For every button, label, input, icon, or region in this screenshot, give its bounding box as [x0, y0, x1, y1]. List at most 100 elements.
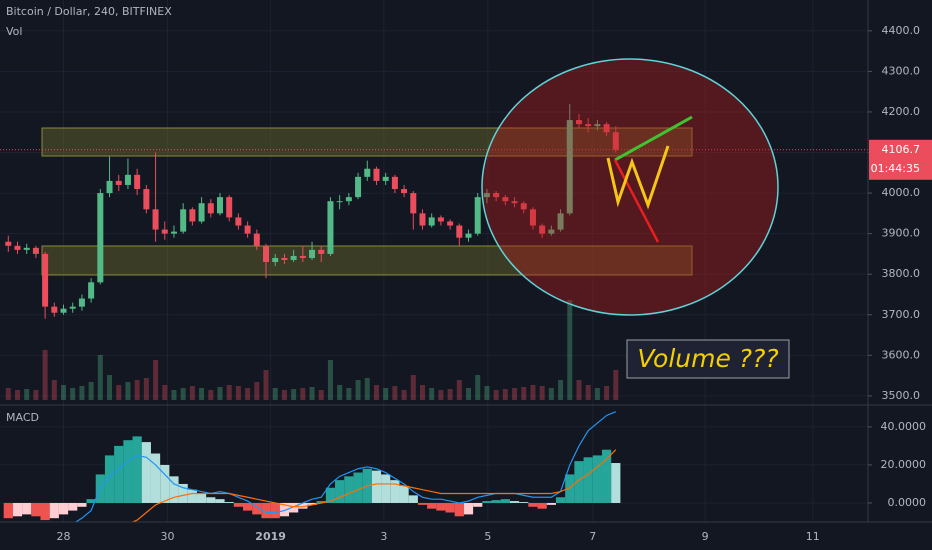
histogram-bar — [583, 457, 593, 503]
histogram-bar — [150, 453, 161, 503]
volume-bar — [180, 388, 186, 400]
volume-bar — [576, 380, 582, 400]
histogram-bar — [500, 499, 510, 503]
histogram-bar — [390, 480, 400, 503]
histogram-bar — [3, 502, 13, 519]
histogram-bar — [49, 502, 59, 519]
volume-bar — [447, 389, 453, 400]
volume-bar — [530, 385, 536, 400]
volume-bar — [171, 390, 177, 400]
y-tick-label: 3700.0 — [882, 308, 921, 321]
candle-body — [299, 255, 306, 258]
candle-body — [437, 217, 444, 222]
histogram-bar — [445, 502, 455, 513]
volume-bar — [33, 390, 39, 400]
histogram-bar — [132, 436, 142, 503]
volume-bar — [410, 375, 416, 400]
volume-bar — [318, 390, 324, 400]
candle-body — [78, 298, 85, 307]
volume-bar — [456, 380, 462, 400]
volume-bar — [162, 385, 168, 400]
resistance-zone — [41, 127, 693, 157]
x-tick-label: 3 — [380, 530, 387, 543]
candle-body — [327, 201, 334, 254]
volume-bar — [594, 388, 600, 400]
x-tick-label: 11 — [806, 530, 820, 543]
price-pane — [0, 103, 868, 400]
volume-bar — [484, 386, 490, 400]
y-tick-label: 3800.0 — [882, 267, 921, 280]
histogram-bar — [565, 474, 575, 503]
histogram-bar — [473, 502, 483, 507]
candle-body — [391, 176, 398, 190]
candle-body — [410, 193, 417, 214]
volume-bar — [438, 390, 444, 400]
candle-body — [32, 247, 39, 254]
volume-bar — [42, 350, 48, 400]
volume-bar — [24, 389, 30, 400]
y-tick-label: 3500.0 — [882, 389, 921, 402]
y-tick-label: 3600.0 — [882, 348, 921, 361]
volume-bar — [383, 388, 389, 400]
candle-body — [428, 217, 435, 226]
candle-body — [170, 231, 177, 234]
candle-body — [557, 213, 564, 230]
y-tick-label: 3900.0 — [882, 227, 921, 240]
candle-body — [143, 189, 150, 210]
histogram-bar — [22, 502, 32, 515]
volume-bar — [502, 389, 508, 400]
x-tick-label: 5 — [484, 530, 491, 543]
candle-body — [548, 229, 555, 234]
volume-bar — [493, 390, 499, 400]
candle-body — [226, 197, 233, 218]
volume-bar — [291, 389, 297, 400]
candle-body — [14, 245, 21, 250]
note-text: Volume ??? — [637, 344, 778, 373]
histogram-bar — [40, 502, 50, 521]
histogram-bar — [104, 455, 115, 503]
candle-body — [382, 176, 389, 181]
volume-bar — [254, 382, 260, 400]
volume-bar — [79, 386, 85, 400]
candle-body — [42, 253, 49, 307]
candle-body — [594, 124, 601, 127]
candle-body — [216, 197, 223, 214]
histogram-bar — [491, 500, 501, 503]
histogram-bar — [196, 493, 207, 503]
volume-bar — [143, 378, 149, 400]
countdown: 01:44:35 — [871, 162, 920, 175]
candle-body — [483, 193, 490, 198]
candle-body — [474, 197, 481, 234]
histogram-bar — [408, 495, 418, 503]
candle-body — [88, 282, 95, 299]
histogram-bar — [417, 502, 428, 505]
candle-body — [373, 168, 380, 181]
histogram-bar — [335, 480, 345, 503]
grid — [0, 0, 868, 522]
candle-body — [612, 132, 619, 150]
candle-body — [115, 180, 122, 185]
bull-line — [614, 115, 693, 162]
volume-bar — [373, 385, 379, 400]
histogram-bar — [206, 497, 216, 503]
histogram-bar — [270, 502, 280, 519]
candle-body — [124, 174, 131, 185]
last-price-box — [869, 139, 932, 180]
candle-body — [401, 189, 408, 194]
candle-body — [207, 203, 214, 214]
volume-bar — [585, 385, 591, 400]
histogram-bar — [555, 497, 566, 503]
volume-bar — [107, 375, 113, 400]
candle-body — [419, 213, 426, 226]
histogram-bar — [141, 442, 151, 503]
volume-bar — [272, 388, 278, 400]
histogram-bar — [279, 502, 290, 517]
histogram-bar — [243, 502, 253, 511]
y-tick-label: 20.0000 — [881, 458, 927, 471]
histogram-bar — [353, 472, 363, 503]
volume-bar — [61, 385, 67, 400]
histogram-bar — [123, 440, 133, 503]
macd-pane — [3, 411, 621, 522]
histogram-bar — [611, 463, 621, 503]
histogram-bar — [77, 502, 87, 507]
